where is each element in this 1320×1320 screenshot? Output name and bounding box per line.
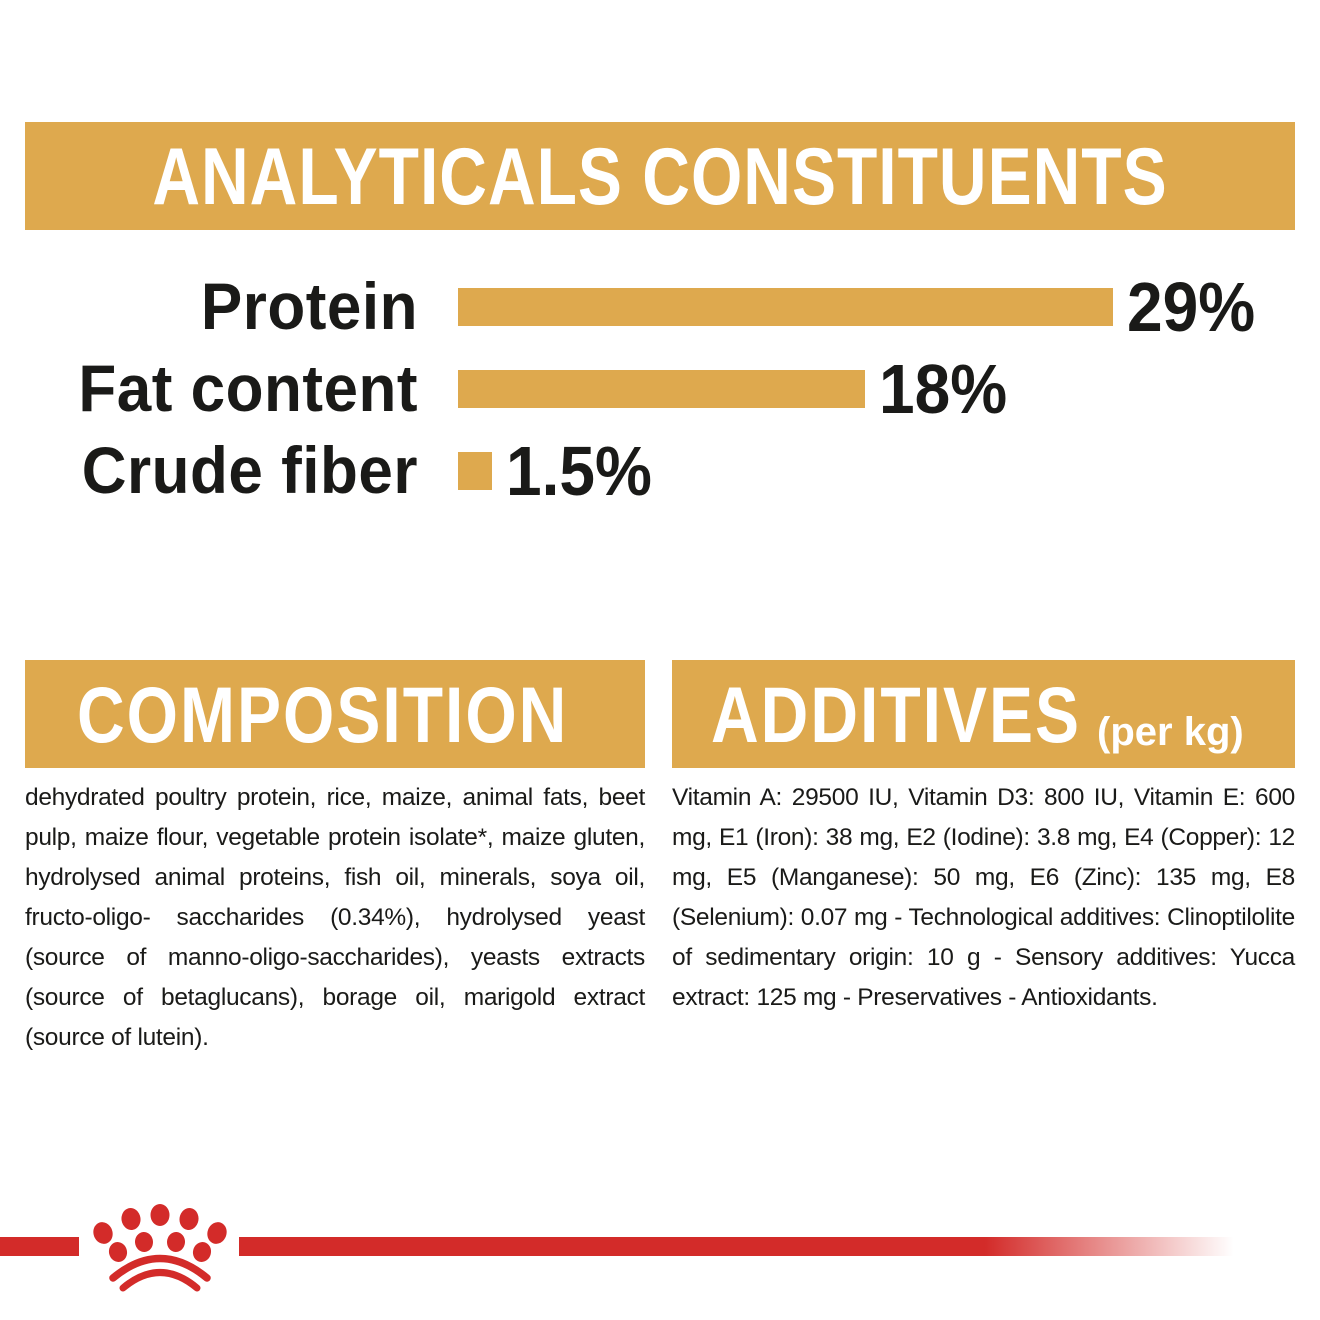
- bar-label: Protein: [200, 270, 418, 344]
- composition-title: COMPOSITION: [77, 670, 569, 759]
- bar-value: 29%: [1127, 268, 1256, 346]
- chart-row: Protein 29%: [0, 266, 1320, 348]
- info-sections: COMPOSITION dehydrated poultry protein, …: [25, 660, 1295, 1083]
- chart-row: Fat content 18%: [0, 348, 1320, 430]
- analyticals-header-band: ANALYTICALS CONSTITUENTS: [25, 122, 1295, 230]
- composition-section: COMPOSITION dehydrated poultry protein, …: [25, 660, 645, 1083]
- bar-label: Crude fiber: [81, 434, 418, 508]
- footer-divider-line-right: [239, 1237, 1320, 1256]
- bar: [458, 370, 865, 408]
- bar-value: 18%: [879, 350, 1008, 428]
- composition-header-box: COMPOSITION: [25, 660, 645, 768]
- additives-section: ADDITIVES (per kg) Vitamin A: 29500 IU, …: [672, 660, 1295, 1083]
- composition-body: dehydrated poultry protein, rice, maize,…: [25, 784, 645, 1051]
- additives-body: Vitamin A: 29500 IU, Vitamin D3: 800 IU,…: [672, 784, 1295, 1011]
- royal-canin-crown-icon: [93, 1204, 227, 1292]
- additives-header-box: ADDITIVES (per kg): [672, 660, 1295, 768]
- additives-title-suffix: (per kg): [1097, 710, 1244, 754]
- footer-divider-line-left: [0, 1237, 79, 1256]
- chart-row: Crude fiber 1.5%: [0, 430, 1320, 512]
- bar: [458, 288, 1113, 326]
- analyticals-title: ANALYTICALS CONSTITUENTS: [152, 130, 1168, 222]
- bar-value: 1.5%: [506, 432, 652, 510]
- bar: [458, 452, 492, 490]
- bar-label: Fat content: [78, 352, 418, 426]
- additives-title: ADDITIVES: [711, 670, 1082, 759]
- analytical-constituents-chart: Protein 29% Fat content 18% Crude fiber 1.5%: [0, 266, 1320, 512]
